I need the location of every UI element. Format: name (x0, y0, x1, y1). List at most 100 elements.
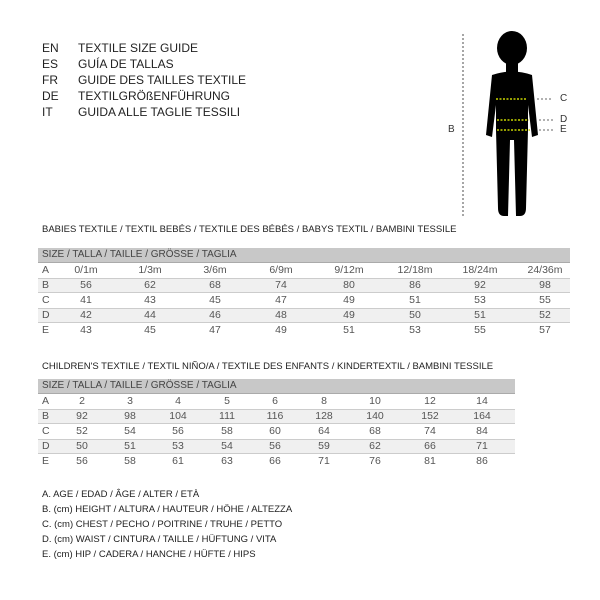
row-label: B (42, 279, 50, 291)
table-cell: 12/18m (397, 264, 433, 276)
row-label: E (42, 455, 50, 467)
table-row: C 52 54 56 58 60 64 68 74 84 (38, 424, 515, 439)
row-label: D (42, 440, 50, 452)
table-cell: 8 (321, 395, 327, 407)
table-cell: 92 (474, 279, 486, 291)
table-cell: 56 (76, 455, 88, 467)
children-size-table: SIZE / TALLA / TAILLE / GRÖSSE / TAGLIA … (38, 379, 515, 469)
table-cell: 6 (272, 395, 278, 407)
table-cell: 59 (318, 440, 330, 452)
table-cell: 52 (76, 425, 88, 437)
table-cell: 45 (209, 294, 221, 306)
table-cell: 81 (424, 455, 436, 467)
table-cell: 86 (476, 455, 488, 467)
table-cell: 14 (476, 395, 488, 407)
table-cell: 74 (424, 425, 436, 437)
table-row: C 41 43 45 47 49 51 53 55 (38, 293, 570, 308)
table-cell: 140 (366, 410, 384, 422)
table-cell: 128 (315, 410, 333, 422)
babies-title: BABIES TEXTILE / TEXTIL BEBÉS / TEXTILE … (42, 224, 457, 235)
table-row: E 56 58 61 63 66 71 76 81 86 (38, 454, 515, 469)
table-cell: 10 (369, 395, 381, 407)
language-text: GUIDA ALLE TAGLIE TESSILI (78, 105, 241, 119)
table-cell: 98 (539, 279, 551, 291)
table-cell: 51 (474, 309, 486, 321)
table-cell: 12 (424, 395, 436, 407)
measurement-legend: A. AGE / EDAD / ÂGE / ALTER / ETÀ B. (cm)… (42, 487, 292, 562)
table-cell: 55 (539, 294, 551, 306)
table-cell: 68 (209, 279, 221, 291)
table-row: D 42 44 46 48 49 50 51 52 (38, 308, 570, 323)
language-text: TEXTILGRÖßENFÜHRUNG (78, 89, 231, 103)
table-cell: 2 (79, 395, 85, 407)
table-cell: 52 (539, 309, 551, 321)
table-row: E 43 45 47 49 51 53 55 57 (38, 323, 570, 338)
label-d: D (560, 114, 568, 125)
table-header: SIZE / TALLA / TAILLE / GRÖSSE / TAGLIA (38, 379, 515, 394)
table-cell: 60 (269, 425, 281, 437)
table-cell: 56 (172, 425, 184, 437)
language-code: DE (42, 89, 59, 103)
row-label: D (42, 309, 50, 321)
table-cell: 51 (409, 294, 421, 306)
language-code: ES (42, 57, 59, 71)
legend-item: B. (cm) HEIGHT / ALTURA / HAUTEUR / HÖHE… (42, 504, 293, 515)
legend-item: D. (cm) WAIST / CINTURA / TAILLE / HÜFTU… (42, 534, 277, 545)
table-cell: 24/36m (527, 264, 563, 276)
table-cell: 62 (369, 440, 381, 452)
silhouette-icon (486, 31, 538, 216)
table-cell: 104 (169, 410, 187, 422)
label-e: E (560, 124, 567, 135)
table-cell: 116 (266, 410, 284, 422)
table-cell: 48 (275, 309, 287, 321)
table-row: B 92 98 104 111 116 128 140 152 164 (38, 409, 515, 424)
table-cell: 164 (473, 410, 491, 422)
children-title: CHILDREN'S TEXTILE / TEXTIL NIÑO/A / TEX… (42, 361, 494, 372)
row-label: B (42, 410, 50, 422)
table-cell: 5 (224, 395, 230, 407)
table-cell: 57 (539, 324, 551, 336)
table-cell: 43 (144, 294, 156, 306)
table-cell: 56 (80, 279, 92, 291)
table-cell: 42 (80, 309, 92, 321)
table-cell: 58 (221, 425, 233, 437)
table-cell: 50 (76, 440, 88, 452)
table-cell: 49 (343, 294, 355, 306)
table-cell: 50 (409, 309, 421, 321)
table-cell: 49 (275, 324, 287, 336)
table-cell: 54 (221, 440, 233, 452)
table-cell: 45 (144, 324, 156, 336)
table-cell: 66 (269, 455, 281, 467)
table-cell: 47 (209, 324, 221, 336)
table-row: B 56 62 68 74 80 86 92 98 (38, 278, 570, 293)
language-code: EN (42, 41, 59, 55)
table-cell: 4 (175, 395, 181, 407)
row-label: C (42, 294, 50, 306)
table-cell: 44 (144, 309, 156, 321)
table-cell: 56 (269, 440, 281, 452)
table-cell: 92 (76, 410, 88, 422)
legend-item: C. (cm) CHEST / PECHO / POITRINE / TRUHE… (42, 519, 283, 530)
row-label: C (42, 425, 50, 437)
babies-size-table: SIZE / TALLA / TAILLE / GRÖSSE / TAGLIA … (38, 248, 570, 338)
language-code: FR (42, 73, 58, 87)
table-cell: 49 (343, 309, 355, 321)
table-cell: 66 (424, 440, 436, 452)
table-cell: 63 (221, 455, 233, 467)
table-cell: 98 (124, 410, 136, 422)
table-cell: 6/9m (269, 264, 293, 276)
table-row: A 2 3 4 5 6 8 10 12 14 (38, 394, 515, 409)
table-cell: 3 (127, 395, 133, 407)
table-cell: 62 (144, 279, 156, 291)
table-cell: 86 (409, 279, 421, 291)
table-cell: 71 (318, 455, 330, 467)
table-cell: 80 (343, 279, 355, 291)
table-cell: 51 (124, 440, 136, 452)
table-cell: 46 (209, 309, 221, 321)
language-text: GUIDE DES TAILLES TEXTILE (78, 73, 247, 87)
table-cell: 54 (124, 425, 136, 437)
table-cell: 64 (318, 425, 330, 437)
table-cell: 71 (476, 440, 488, 452)
table-cell: 0/1m (74, 264, 98, 276)
